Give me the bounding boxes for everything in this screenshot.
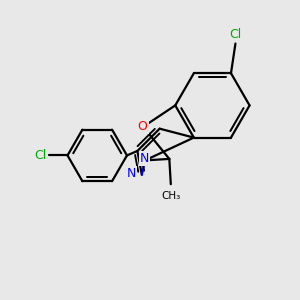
Text: N: N	[127, 167, 136, 180]
Text: O: O	[138, 120, 148, 133]
Text: N: N	[140, 152, 149, 165]
Text: Cl: Cl	[34, 149, 46, 162]
Text: CH₃: CH₃	[161, 191, 180, 201]
Text: Cl: Cl	[229, 28, 242, 40]
